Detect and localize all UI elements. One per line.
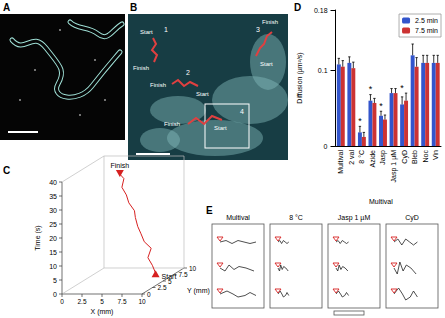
svg-text:Finish: Finish xyxy=(110,162,129,169)
svg-text:Finish: Finish xyxy=(164,121,180,127)
svg-text:Time (s): Time (s) xyxy=(34,225,42,250)
svg-text:2.5: 2.5 xyxy=(77,298,86,305)
svg-text:Finish: Finish xyxy=(150,82,166,88)
svg-text:Start: Start xyxy=(196,91,209,97)
svg-text:8 °C: 8 °C xyxy=(289,214,303,221)
svg-text:Y (mm): Y (mm) xyxy=(187,287,210,295)
svg-text:*: * xyxy=(369,84,373,94)
svg-text:7.5 min: 7.5 min xyxy=(415,27,438,34)
svg-text:*: * xyxy=(400,83,404,93)
svg-text:2.5: 2.5 xyxy=(158,284,167,291)
svg-text:0.1: 0.1 xyxy=(318,67,328,74)
svg-text:Jasp 1 µM: Jasp 1 µM xyxy=(338,214,371,222)
svg-text:*: * xyxy=(358,116,362,126)
svg-text:7.5: 7.5 xyxy=(117,298,126,305)
svg-text:5: 5 xyxy=(168,277,172,285)
svg-text:Jasp 1 µM: Jasp 1 µM xyxy=(390,150,398,183)
svg-text:Start: Start xyxy=(162,273,177,280)
svg-text:10: 10 xyxy=(138,298,146,305)
svg-text:Bleb: Bleb xyxy=(411,150,418,164)
svg-text:2: 2 xyxy=(186,69,190,76)
svg-text:20: 20 xyxy=(49,235,57,242)
svg-text:25: 25 xyxy=(49,221,57,228)
svg-text:Finish: Finish xyxy=(262,19,278,25)
svg-text:2 val: 2 val xyxy=(348,150,355,165)
svg-text:Multival: Multival xyxy=(337,150,344,174)
svg-text:B: B xyxy=(130,2,137,13)
svg-text:35: 35 xyxy=(49,193,57,200)
svg-text:X (mm): X (mm) xyxy=(91,308,114,316)
svg-text:7.5: 7.5 xyxy=(179,271,188,278)
svg-text:0: 0 xyxy=(60,298,64,305)
svg-text:10: 10 xyxy=(189,265,197,272)
svg-text:0: 0 xyxy=(324,143,328,150)
svg-text:C: C xyxy=(3,165,10,176)
svg-text:CyD: CyD xyxy=(405,214,419,222)
svg-text:Start: Start xyxy=(260,61,273,67)
svg-text:2.5 min: 2.5 min xyxy=(415,17,438,24)
svg-text:4: 4 xyxy=(240,108,244,115)
svg-text:Multival: Multival xyxy=(226,214,250,221)
svg-text:0: 0 xyxy=(53,291,57,298)
svg-text:Jasp: Jasp xyxy=(379,150,387,165)
svg-text:1: 1 xyxy=(164,26,168,33)
svg-text:D: D xyxy=(294,2,301,13)
svg-text:5: 5 xyxy=(100,298,104,305)
svg-text:10: 10 xyxy=(49,263,57,270)
svg-text:0: 0 xyxy=(147,291,151,298)
svg-text:Diffusion (µm²/s): Diffusion (µm²/s) xyxy=(296,52,304,103)
svg-text:Noc: Noc xyxy=(422,150,429,163)
svg-text:3: 3 xyxy=(256,26,260,33)
svg-text:E: E xyxy=(206,205,213,216)
svg-text:*: * xyxy=(379,101,383,111)
svg-text:CyD: CyD xyxy=(401,150,409,164)
svg-text:Start: Start xyxy=(140,29,153,35)
svg-text:Finish: Finish xyxy=(133,65,149,71)
svg-text:Azide: Azide xyxy=(369,150,376,168)
svg-text:5: 5 xyxy=(53,277,57,284)
svg-text:Start: Start xyxy=(214,125,227,131)
svg-text:Vin: Vin xyxy=(432,150,439,160)
svg-text:Multival: Multival xyxy=(369,198,393,205)
svg-text:40: 40 xyxy=(49,179,57,186)
svg-text:30: 30 xyxy=(49,207,57,214)
svg-text:0.18: 0.18 xyxy=(314,7,328,14)
svg-text:15: 15 xyxy=(49,249,57,256)
svg-text:A: A xyxy=(3,2,10,13)
svg-text:8 °C: 8 °C xyxy=(358,150,365,164)
